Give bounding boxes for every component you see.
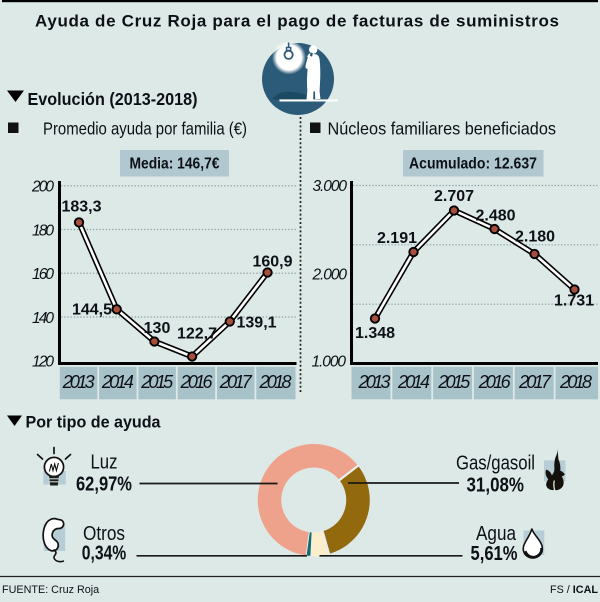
svg-text:130: 130 <box>144 320 171 337</box>
svg-text:2016: 2016 <box>180 372 214 392</box>
svg-text:160,9: 160,9 <box>252 254 292 271</box>
svg-text:200: 200 <box>31 179 54 196</box>
svg-text:Ayuda de Cruz Roja para el pag: Ayuda de Cruz Roja para el pago de factu… <box>35 12 559 31</box>
svg-text:180: 180 <box>32 222 54 239</box>
svg-text:139,1: 139,1 <box>237 315 277 332</box>
svg-text:2.180: 2.180 <box>515 229 555 246</box>
svg-text:1.348: 1.348 <box>355 325 395 342</box>
svg-text:2016: 2016 <box>478 372 512 392</box>
svg-text:2.480: 2.480 <box>475 208 515 225</box>
svg-text:3.000: 3.000 <box>313 178 348 195</box>
svg-text:Por tipo de ayuda: Por tipo de ayuda <box>26 414 162 432</box>
svg-text:FS / ICAL: FS / ICAL <box>550 584 598 596</box>
svg-text:2.191: 2.191 <box>377 230 417 247</box>
svg-text:2018: 2018 <box>259 372 292 392</box>
svg-text:2013: 2013 <box>358 372 391 392</box>
svg-text:2015: 2015 <box>437 372 471 392</box>
svg-text:2014: 2014 <box>397 372 430 392</box>
svg-text:120: 120 <box>32 354 54 371</box>
svg-text:Promedio ayuda por familia (€): Promedio ayuda por familia (€) <box>43 119 247 139</box>
svg-text:160: 160 <box>32 266 54 283</box>
svg-text:62,97%: 62,97% <box>76 473 132 495</box>
svg-text:1.731: 1.731 <box>554 293 594 310</box>
svg-text:Evolución (2013-2018): Evolución (2013-2018) <box>28 89 198 109</box>
svg-text:5,61%: 5,61% <box>471 543 518 565</box>
svg-text:Luz: Luz <box>91 452 118 474</box>
svg-text:2014: 2014 <box>101 372 134 392</box>
svg-text:2018: 2018 <box>559 372 592 392</box>
svg-text:Otros: Otros <box>83 523 125 545</box>
svg-text:Acumulado: 12.637: Acumulado: 12.637 <box>409 156 537 173</box>
svg-text:31,08%: 31,08% <box>467 474 525 496</box>
svg-text:144,5: 144,5 <box>72 302 112 319</box>
svg-text:183,3: 183,3 <box>61 199 101 216</box>
svg-text:2017: 2017 <box>518 372 552 392</box>
svg-text:2013: 2013 <box>62 372 95 392</box>
svg-text:Media: 146,7€: Media: 146,7€ <box>130 156 220 173</box>
svg-text:122,7: 122,7 <box>177 326 217 343</box>
svg-text:2.000: 2.000 <box>312 267 348 284</box>
svg-text:2017: 2017 <box>219 372 253 392</box>
svg-text:0,34%: 0,34% <box>82 542 127 564</box>
svg-text:2015: 2015 <box>140 372 174 392</box>
svg-text:Gas/gasoil: Gas/gasoil <box>456 452 535 474</box>
svg-text:1.000: 1.000 <box>312 354 347 371</box>
svg-text:Núcleos familiares beneficiado: Núcleos familiares beneficiados <box>328 119 557 139</box>
svg-text:Agua: Agua <box>476 523 517 545</box>
svg-text:FUENTE: Cruz Roja: FUENTE: Cruz Roja <box>2 584 99 596</box>
svg-text:140: 140 <box>32 310 54 327</box>
svg-text:2.707: 2.707 <box>434 188 474 205</box>
